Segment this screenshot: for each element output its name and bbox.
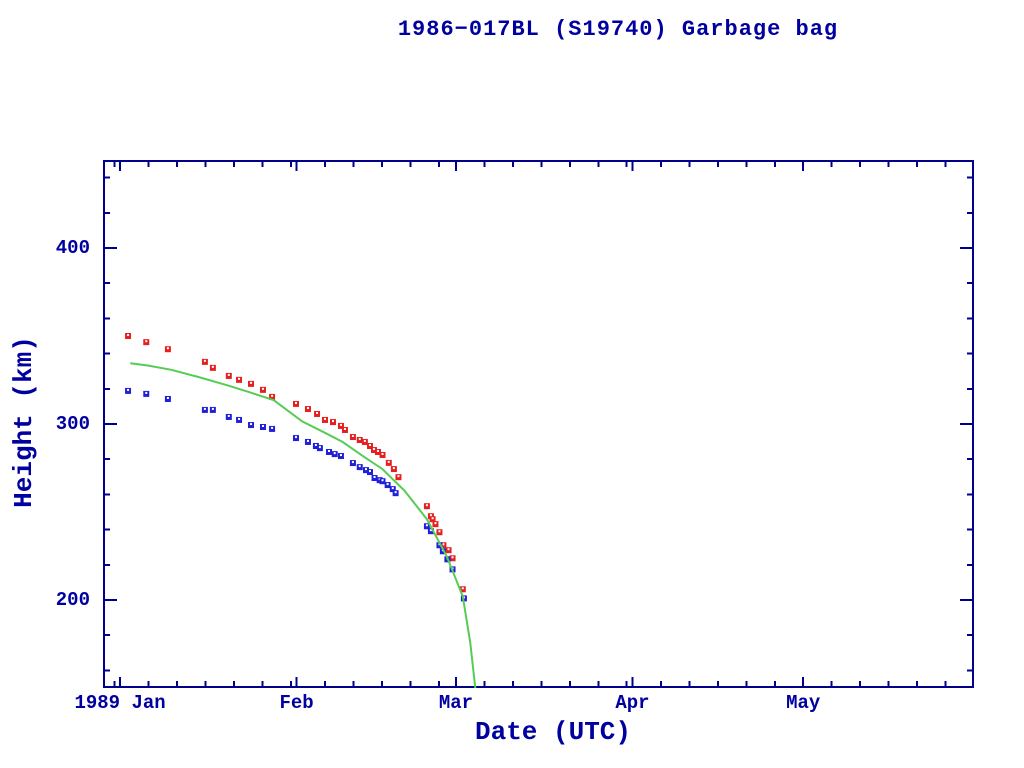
x-tick-label-Feb: Feb	[279, 692, 314, 714]
axis-ticks	[105, 162, 972, 686]
plot-canvas	[103, 160, 974, 689]
chart-title: 1986−017BL (S19740) Garbage bag	[397, 17, 839, 42]
x-tick-label-Apr: Apr	[615, 692, 650, 714]
x-tick-label-Mar: Mar	[438, 692, 474, 714]
series-green-line	[130, 362, 477, 689]
plot-area	[103, 160, 974, 689]
y-tick-label-300: 300	[55, 413, 90, 435]
y-tick-label-200: 200	[55, 589, 90, 611]
axis-frame	[103, 160, 974, 688]
x-axis-title: Date (UTC)	[474, 717, 632, 747]
series-blue-squares	[125, 387, 467, 602]
x-tick-label-1989-Jan: 1989 Jan	[74, 692, 166, 714]
x-tick-label-May: May	[786, 692, 821, 714]
y-tick-label-400: 400	[55, 237, 90, 259]
series-red-squares	[125, 333, 466, 593]
